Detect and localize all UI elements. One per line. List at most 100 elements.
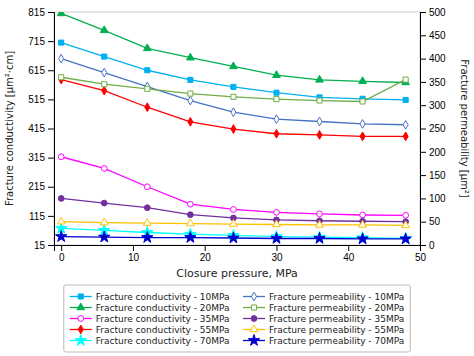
axis-line <box>48 13 55 246</box>
series-marker <box>59 40 64 45</box>
legend-marker <box>248 335 259 346</box>
series-marker <box>55 231 66 242</box>
tick-label: 150 <box>429 170 446 181</box>
series-marker <box>102 86 107 95</box>
legend-marker <box>78 294 83 299</box>
series-marker <box>314 233 325 244</box>
y-axis-title: Fracture conductivity [μm²·cm] <box>4 51 15 206</box>
tick-mark <box>420 245 426 246</box>
series-marker <box>402 221 410 228</box>
tick-mark <box>48 187 54 188</box>
legend-label: Fracture conductivity - 70MPa <box>96 336 230 346</box>
series-marker <box>231 84 236 89</box>
series-marker <box>102 82 107 87</box>
legend-item: Fracture permeability - 70MPa <box>243 335 404 346</box>
series <box>58 154 408 218</box>
series-marker <box>102 54 107 59</box>
series-marker <box>59 75 64 84</box>
legend-label: Fracture conductivity - 55MPa <box>96 325 230 335</box>
tick-label: 415 <box>28 123 45 134</box>
tick: 20 <box>200 245 212 263</box>
tick-label: 715 <box>28 36 45 47</box>
tick-label: 30 <box>271 252 283 263</box>
series-marker <box>58 196 64 202</box>
series-line <box>61 198 405 221</box>
tick: 200 <box>420 147 446 158</box>
plot-frame <box>54 12 420 245</box>
series-line <box>61 77 405 101</box>
legend-marker <box>75 335 86 346</box>
tick-label: 50 <box>415 252 427 263</box>
x-axis-title: Closure pressure, MPa <box>176 267 298 280</box>
tick-mark <box>420 198 426 199</box>
series-marker <box>274 90 279 95</box>
legend-label: Fracture permeability - 70MPa <box>269 336 404 346</box>
tick-mark <box>48 245 54 246</box>
legend-item: Fracture permeability - 10MPa <box>243 292 404 302</box>
tick-mark <box>48 129 54 130</box>
series-marker <box>271 233 282 244</box>
legend-marker <box>251 305 256 310</box>
tick: 30 <box>271 245 283 263</box>
tick-label: 115 <box>29 211 45 222</box>
legend-item: Fracture conductivity - 10MPa <box>70 292 230 302</box>
tick-mark <box>276 245 277 251</box>
series-marker <box>274 129 279 138</box>
legend-label: Fracture conductivity - 10MPa <box>96 292 230 302</box>
tick-label: 0 <box>429 240 435 251</box>
legend-marker <box>250 325 258 332</box>
tick: 250 <box>420 123 446 134</box>
series-marker <box>274 210 280 216</box>
tick: 115 <box>29 211 54 222</box>
series-marker <box>359 77 367 84</box>
series <box>57 12 409 85</box>
legend-item: Fracture conductivity - 35MPa <box>70 314 230 324</box>
legend-item: Fracture permeability - 55MPa <box>243 325 404 335</box>
x-axis: 01020304050 <box>55 245 427 263</box>
tick: 350 <box>420 77 446 88</box>
tick: 815 <box>28 7 54 18</box>
series-layer <box>55 12 411 244</box>
legend-label: Fracture permeability - 20MPa <box>269 303 404 313</box>
tick: 15 <box>34 240 54 251</box>
series-marker <box>58 154 64 160</box>
tick-mark <box>420 129 426 130</box>
series <box>59 75 409 141</box>
series-marker <box>145 103 150 112</box>
series-marker <box>360 212 366 218</box>
tick-mark <box>48 41 54 42</box>
series-marker <box>185 232 196 243</box>
series-marker <box>188 96 193 105</box>
tick: 0 <box>59 245 65 263</box>
series-marker <box>317 98 322 103</box>
series-marker <box>230 220 238 227</box>
tick: 400 <box>420 53 446 64</box>
tick-label: 200 <box>429 147 446 158</box>
series-marker <box>59 75 64 80</box>
series <box>57 217 409 227</box>
tick-label: 515 <box>28 94 45 105</box>
tick: 450 <box>420 30 446 41</box>
series-marker <box>274 97 279 102</box>
series-marker <box>317 131 322 140</box>
legend-marker <box>251 316 257 322</box>
series-marker <box>145 68 150 73</box>
tick-mark <box>61 245 62 251</box>
tick-mark <box>48 70 54 71</box>
series-marker <box>188 91 193 96</box>
y2-axis-title: Fracture permeability [μm²] <box>459 59 470 197</box>
tick-label: 250 <box>429 123 446 134</box>
tick-label: 20 <box>200 252 212 263</box>
tick: 315 <box>28 152 54 163</box>
tick-label: 315 <box>28 152 45 163</box>
tick-mark <box>420 175 426 176</box>
legend-marker <box>77 303 85 310</box>
axis-line <box>55 246 421 252</box>
series-marker <box>145 82 150 91</box>
tick-label: 300 <box>429 100 446 111</box>
tick-label: 215 <box>28 181 45 192</box>
tick-label: 400 <box>429 53 446 64</box>
series-marker <box>101 200 107 206</box>
tick-label: 0 <box>59 252 65 263</box>
series-marker <box>186 53 194 60</box>
